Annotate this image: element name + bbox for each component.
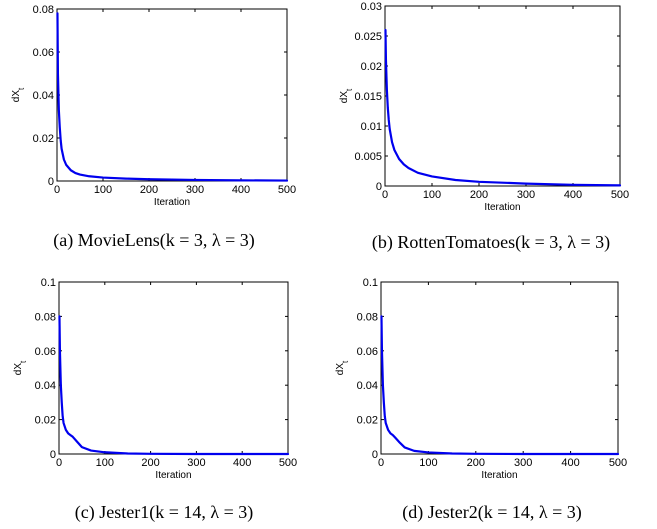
x-tick-label: 0	[54, 184, 60, 196]
x-tick-label: 300	[187, 457, 205, 469]
y-tick-label: 0.1	[363, 277, 378, 289]
x-tick-label: 400	[232, 184, 250, 196]
x-tick-label: 300	[517, 189, 535, 201]
y-tick-label: 0.02	[33, 133, 54, 145]
chart-panel-4: 0 100 200 300 400 500 0 0.02 0.04 0.06 0.08 0.1 Iter…	[335, 277, 627, 523]
x-tick-label: 0	[382, 189, 388, 201]
x-tick-label: 300	[514, 457, 532, 469]
subfigure-caption: (d) Jester2(k = 14, λ = 3)	[402, 502, 582, 523]
x-tick-label: 200	[467, 457, 485, 469]
plot-area-frame	[56, 8, 288, 182]
y-tick-label: 0.03	[361, 1, 382, 13]
y-tick-label: 0.04	[357, 380, 378, 392]
x-tick-label: 300	[186, 184, 204, 196]
x-tick-label: 100	[423, 189, 441, 201]
series-line	[384, 28, 622, 187]
y-tick-label: 0.02	[357, 415, 378, 427]
x-tick-label: 0	[56, 457, 62, 469]
x-axis-label: Iteration	[154, 197, 190, 208]
y-tick-label: 0	[48, 176, 54, 188]
x-axis-label: Iteration	[155, 470, 191, 481]
y-axis-label: dXt	[13, 360, 28, 375]
plot-area-frame	[380, 281, 619, 455]
x-tick-label: 200	[141, 457, 159, 469]
y-tick-label: 0.1	[41, 277, 56, 289]
x-tick-label: 400	[561, 457, 579, 469]
x-tick-label: 0	[378, 457, 384, 469]
y-tick-label: 0.005	[354, 151, 382, 163]
y-tick-label: 0.04	[33, 90, 54, 102]
series-line	[56, 12, 289, 182]
subfigure-caption: (c) Jester1(k = 14, λ = 3)	[75, 502, 253, 523]
y-tick-label: 0.02	[35, 415, 56, 427]
y-tick-label: 0.08	[35, 311, 56, 323]
y-tick-label: 0.015	[354, 91, 382, 103]
chart-panel-2: 0 100 200 300 400 500 0 0.005 0.01 0.015 0.02 0.025…	[339, 1, 629, 253]
x-axis-label: Iteration	[481, 470, 517, 481]
chart-panel-3: 0 100 200 300 400 500 0 0.02 0.04 0.06 0.08 0.1 Iter…	[13, 277, 297, 523]
subfigure-caption: (a) MovieLens(k = 3, λ = 3)	[53, 230, 254, 251]
series-line	[58, 315, 290, 456]
series-line	[380, 315, 620, 456]
x-tick-label: 400	[233, 457, 251, 469]
y-tick-label: 0.06	[35, 346, 56, 358]
y-axis-label: dXt	[11, 87, 26, 102]
x-tick-label: 500	[609, 457, 627, 469]
plot-area-frame	[384, 5, 621, 187]
x-tick-label: 500	[611, 189, 629, 201]
x-tick-label: 400	[564, 189, 582, 201]
x-tick-label: 500	[279, 457, 297, 469]
chart-panel-1: 0 100 200 300 400 500 0 0.02 0.04 0.06 0.08 Iterati…	[11, 4, 296, 251]
x-tick-label: 100	[96, 457, 114, 469]
y-tick-label: 0	[50, 449, 56, 461]
y-tick-label: 0.08	[33, 4, 54, 16]
x-tick-label: 200	[470, 189, 488, 201]
y-tick-label: 0	[376, 181, 382, 193]
y-tick-label: 0.025	[354, 31, 382, 43]
y-tick-label: 0	[372, 449, 378, 461]
y-tick-label: 0.04	[35, 380, 56, 392]
y-tick-label: 0.06	[357, 346, 378, 358]
y-tick-label: 0.06	[33, 47, 54, 59]
x-axis-label: Iteration	[484, 202, 520, 213]
y-tick-label: 0.01	[361, 121, 382, 133]
y-axis-label: dXt	[335, 360, 350, 375]
x-tick-label: 500	[278, 184, 296, 196]
y-tick-label: 0.02	[361, 61, 382, 73]
y-axis-label: dXt	[339, 88, 354, 103]
x-tick-label: 200	[140, 184, 158, 196]
x-tick-label: 100	[94, 184, 112, 196]
plot-area-frame	[58, 281, 289, 455]
y-tick-label: 0.08	[357, 311, 378, 323]
subfigure-caption: (b) RottenTomatoes(k = 3, λ = 3)	[372, 232, 610, 253]
x-tick-label: 100	[419, 457, 437, 469]
